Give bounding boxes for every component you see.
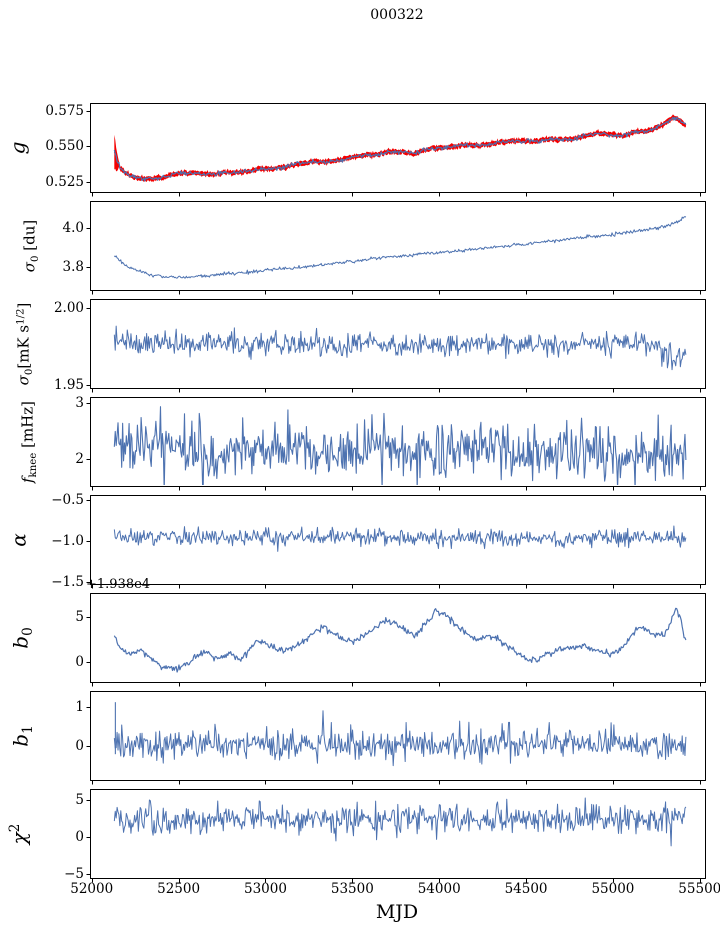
y-axis-label-segment: [mHz] (18, 400, 37, 453)
y-axis-label-sigma0_du: σ0 [du] (20, 219, 41, 272)
y-axis-label-b1: b1 (8, 724, 37, 747)
y-tick-label: 1 (75, 699, 84, 716)
y-axis-label-segment: 2 (7, 823, 24, 832)
y-axis-label-segment: 0 (20, 626, 37, 636)
y-tick-label: 0.575 (45, 102, 84, 119)
x-tick-label: 54500 (504, 881, 548, 897)
y-tick-label: 5 (75, 609, 84, 626)
y-tick-label: 4.0 (62, 219, 84, 236)
y-axis-label-segment: f (18, 476, 37, 483)
figure-title: 000322 (370, 7, 424, 23)
y-tick-label: 3 (75, 395, 84, 412)
y-tick-label: −0.5 (51, 491, 84, 508)
y-axis-label-segment: [mK s (14, 324, 33, 369)
y-axis-label-segment: α (6, 532, 31, 547)
y-axis-label-segment: χ (6, 831, 31, 844)
y-axis-label-alpha: α (6, 532, 31, 547)
y-axis-label-f_knee: fknee [mHz] (18, 400, 39, 483)
x-tick-label: 52000 (70, 881, 114, 897)
y-tick-label: 0 (75, 654, 84, 671)
y-axis-label-segment: b (8, 733, 33, 747)
y-axis-label-segment: ] (14, 302, 33, 308)
y-tick-label: 0.525 (45, 173, 84, 190)
y-axis-label-b0: b0 (8, 626, 37, 649)
y-tick-label: 1.95 (53, 376, 84, 393)
y-tick-label: −1.0 (51, 532, 84, 549)
y-tick-label: 0 (75, 737, 84, 754)
y-tick-label: 5 (75, 792, 84, 809)
y-tick-label: 0.550 (45, 138, 84, 155)
x-axis-title: MJD (375, 901, 419, 923)
x-tick-label: 52500 (157, 881, 201, 897)
y-axis-label-segment: g (5, 141, 30, 154)
y-axis-label-chi2: χ2 (6, 823, 31, 844)
y-tick-label: 2 (75, 451, 84, 468)
x-tick-label: 55500 (678, 881, 720, 897)
y-tick-label: −1.5 (51, 573, 84, 590)
y-tick-label: −5 (64, 866, 84, 883)
y-tick-label: 2.00 (53, 300, 84, 317)
y-axis-label-g: g (5, 141, 30, 154)
y-tick-label: 0 (75, 829, 84, 846)
y-axis-label-segment: knee (27, 452, 39, 477)
y-axis-label-sigma0_mK: σ0[mK s1/2] (14, 302, 35, 385)
y-axis-label-segment: 1/2 (15, 307, 27, 325)
axis-offset-text: +1.938e4 (86, 577, 151, 592)
y-axis-label-segment: 1 (20, 724, 37, 734)
x-tick-label: 53000 (243, 881, 287, 897)
y-axis-label-segment: b (8, 635, 33, 649)
y-tick-label: 3.8 (62, 258, 84, 275)
y-axis-label-segment: 0 (23, 368, 35, 375)
x-tick-label: 55000 (591, 881, 635, 897)
y-axis-label-segment: [du] (20, 219, 39, 256)
y-axis-label-segment: σ (20, 261, 39, 272)
y-axis-label-segment: 0 (29, 255, 41, 262)
y-axis-label-segment: σ (14, 374, 33, 385)
x-tick-label: 54000 (417, 881, 461, 897)
x-tick-label: 53500 (330, 881, 374, 897)
